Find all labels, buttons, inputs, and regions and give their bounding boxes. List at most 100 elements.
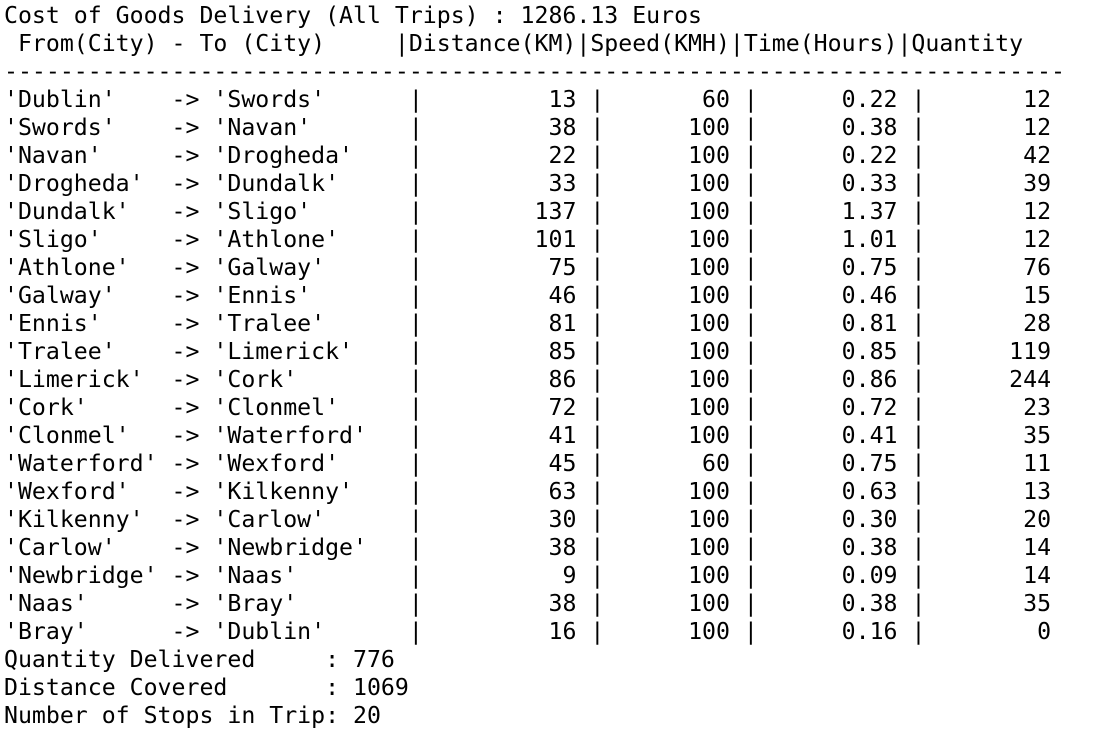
column-divider: | (897, 450, 926, 477)
distance-cell: 46 (422, 282, 577, 309)
column-divider: | (729, 226, 758, 253)
quantity-cell: 244 (925, 366, 1052, 393)
column-divider: | (729, 282, 758, 309)
arrow-separator: -> (171, 282, 214, 309)
column-divider: | (576, 170, 605, 197)
table-row: 'Dublin' -> 'Swords' | 13 | 60 | 0.22 | … (4, 86, 1094, 114)
quantity-cell: 35 (925, 422, 1052, 449)
table-row: 'Dundalk' -> 'Sligo' | 137 | 100 | 1.37 … (4, 198, 1094, 226)
column-divider: | (576, 226, 605, 253)
from-city-cell: 'Naas' (4, 590, 172, 617)
to-city-cell: 'Swords' (213, 86, 381, 113)
column-divider: | (729, 366, 758, 393)
quantity-cell: 15 (925, 282, 1052, 309)
quantity-cell: 11 (925, 450, 1052, 477)
distance-cell: 13 (422, 86, 577, 113)
time-cell: 0.72 (757, 394, 898, 421)
table-row: 'Kilkenny' -> 'Carlow' | 30 | 100 | 0.30… (4, 506, 1094, 534)
arrow-separator: -> (171, 310, 214, 337)
to-city-cell: 'Naas' (213, 562, 381, 589)
quantity-cell: 13 (925, 478, 1052, 505)
column-divider: | (729, 394, 758, 421)
column-divider: | (380, 198, 423, 225)
speed-cell: 100 (604, 506, 730, 533)
from-city-cell: 'Kilkenny' (4, 506, 172, 533)
to-city-cell: 'Sligo' (213, 198, 381, 225)
distance-cell: 101 (422, 226, 577, 253)
from-city-cell: 'Galway' (4, 282, 172, 309)
speed-cell: 100 (604, 142, 730, 169)
column-divider: | (897, 534, 926, 561)
column-divider: | (897, 394, 926, 421)
time-cell: 1.37 (757, 198, 898, 225)
column-divider: | (380, 394, 423, 421)
column-divider: | (380, 254, 423, 281)
column-divider: | (576, 450, 605, 477)
separator-line: ----------------------------------------… (4, 58, 1065, 85)
column-divider: | (897, 422, 926, 449)
stops-count-line: Number of Stops in Trip: 20 (4, 702, 381, 729)
table-row: 'Swords' -> 'Navan' | 38 | 100 | 0.38 | … (4, 114, 1094, 142)
time-cell: 0.16 (757, 618, 898, 645)
column-divider: | (897, 562, 926, 589)
distance-cell: 22 (422, 142, 577, 169)
speed-cell: 100 (604, 534, 730, 561)
time-cell: 0.63 (757, 478, 898, 505)
quantity-cell: 12 (925, 226, 1052, 253)
time-cell: 0.75 (757, 450, 898, 477)
column-divider: | (729, 422, 758, 449)
column-divider: | (897, 590, 926, 617)
column-divider: | (380, 310, 423, 337)
column-divider: | (576, 254, 605, 281)
from-city-cell: 'Swords' (4, 114, 172, 141)
column-divider: | (576, 394, 605, 421)
column-divider: | (729, 478, 758, 505)
from-city-cell: 'Cork' (4, 394, 172, 421)
distance-cell: 30 (422, 506, 577, 533)
from-city-cell: 'Sligo' (4, 226, 172, 253)
table-row: 'Limerick' -> 'Cork' | 86 | 100 | 0.86 |… (4, 366, 1094, 394)
speed-cell: 100 (604, 198, 730, 225)
quantity-delivered-line: Quantity Delivered : 776 (4, 646, 395, 673)
time-cell: 0.85 (757, 338, 898, 365)
to-city-cell: 'Tralee' (213, 310, 381, 337)
column-divider: | (729, 170, 758, 197)
from-city-cell: 'Navan' (4, 142, 172, 169)
from-city-cell: 'Limerick' (4, 366, 172, 393)
column-divider: | (897, 618, 926, 645)
column-divider: | (576, 366, 605, 393)
to-city-cell: 'Kilkenny' (213, 478, 381, 505)
arrow-separator: -> (171, 338, 214, 365)
table-row: 'Clonmel' -> 'Waterford' | 41 | 100 | 0.… (4, 422, 1094, 450)
quantity-cell: 12 (925, 198, 1052, 225)
column-divider: | (897, 86, 926, 113)
speed-cell: 100 (604, 562, 730, 589)
speed-cell: 100 (604, 590, 730, 617)
quantity-cell: 0 (925, 618, 1052, 645)
quantity-cell: 39 (925, 170, 1052, 197)
from-city-cell: 'Clonmel' (4, 422, 172, 449)
column-divider: | (380, 86, 423, 113)
time-cell: 0.22 (757, 142, 898, 169)
quantity-cell: 42 (925, 142, 1052, 169)
time-cell: 0.41 (757, 422, 898, 449)
arrow-separator: -> (171, 534, 214, 561)
column-divider: | (729, 114, 758, 141)
column-divider: | (729, 142, 758, 169)
table-row: 'Carlow' -> 'Newbridge' | 38 | 100 | 0.3… (4, 534, 1094, 562)
quantity-cell: 14 (925, 534, 1052, 561)
to-city-cell: 'Bray' (213, 590, 381, 617)
arrow-separator: -> (171, 142, 214, 169)
arrow-separator: -> (171, 114, 214, 141)
column-divider: | (576, 338, 605, 365)
from-city-cell: 'Dublin' (4, 86, 172, 113)
distance-cell: 63 (422, 478, 577, 505)
speed-cell: 100 (604, 310, 730, 337)
table-row: 'Drogheda' -> 'Dundalk' | 33 | 100 | 0.3… (4, 170, 1094, 198)
table-row: 'Tralee' -> 'Limerick' | 85 | 100 | 0.85… (4, 338, 1094, 366)
table-row: 'Bray' -> 'Dublin' | 16 | 100 | 0.16 | 0 (4, 618, 1094, 646)
time-cell: 0.75 (757, 254, 898, 281)
column-divider: | (729, 534, 758, 561)
from-city-cell: 'Tralee' (4, 338, 172, 365)
